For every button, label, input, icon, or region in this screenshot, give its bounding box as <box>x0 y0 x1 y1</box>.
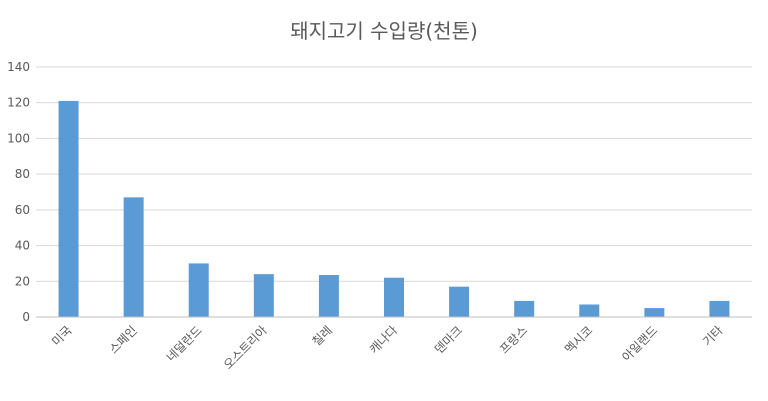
bars <box>58 100 730 317</box>
x-tick-label: 오스트리아 <box>221 323 270 372</box>
bar <box>123 197 144 317</box>
chart-title: 돼지고기 수입량(천톤) <box>290 19 478 43</box>
bar <box>253 274 274 317</box>
bar <box>514 300 535 317</box>
x-tick-label: 덴마크 <box>432 323 465 356</box>
bar <box>644 308 665 317</box>
x-tick-label: 미국 <box>49 323 75 349</box>
x-tick-label: 프랑스 <box>497 323 530 356</box>
x-tick-label: 기타 <box>700 323 726 349</box>
y-axis-ticks: 0 20 40 60 80 100 120 140 <box>7 60 30 324</box>
y-tick-label: 0 <box>22 310 30 324</box>
bar <box>384 277 404 317</box>
y-tick-label: 20 <box>15 274 30 288</box>
y-tick-label: 120 <box>7 96 30 110</box>
bar <box>449 286 470 317</box>
bar <box>58 100 79 317</box>
x-tick-label: 멕시코 <box>562 323 595 356</box>
x-tick-label: 아일랜드 <box>619 323 660 364</box>
bar <box>318 275 339 317</box>
x-tick-label: 칠레 <box>310 323 336 349</box>
y-tick-label: 80 <box>15 167 30 181</box>
x-tick-label: 스페인 <box>106 323 139 356</box>
x-tick-label: 캐나다 <box>367 323 400 356</box>
y-tick-label: 100 <box>7 131 30 145</box>
bar <box>709 300 730 317</box>
x-axis-ticks: 미국 스페인 네덜란드 오스트리아 칠레 캐나다 덴마크 프랑스 멕시코 아일랜드 기타 <box>49 323 725 372</box>
bar <box>579 304 600 317</box>
bar <box>188 263 209 317</box>
gridlines <box>36 66 752 282</box>
x-tick-label: 네덜란드 <box>164 323 205 364</box>
y-tick-label: 140 <box>7 60 30 74</box>
y-tick-label: 60 <box>15 203 30 217</box>
y-tick-label: 40 <box>15 239 30 253</box>
